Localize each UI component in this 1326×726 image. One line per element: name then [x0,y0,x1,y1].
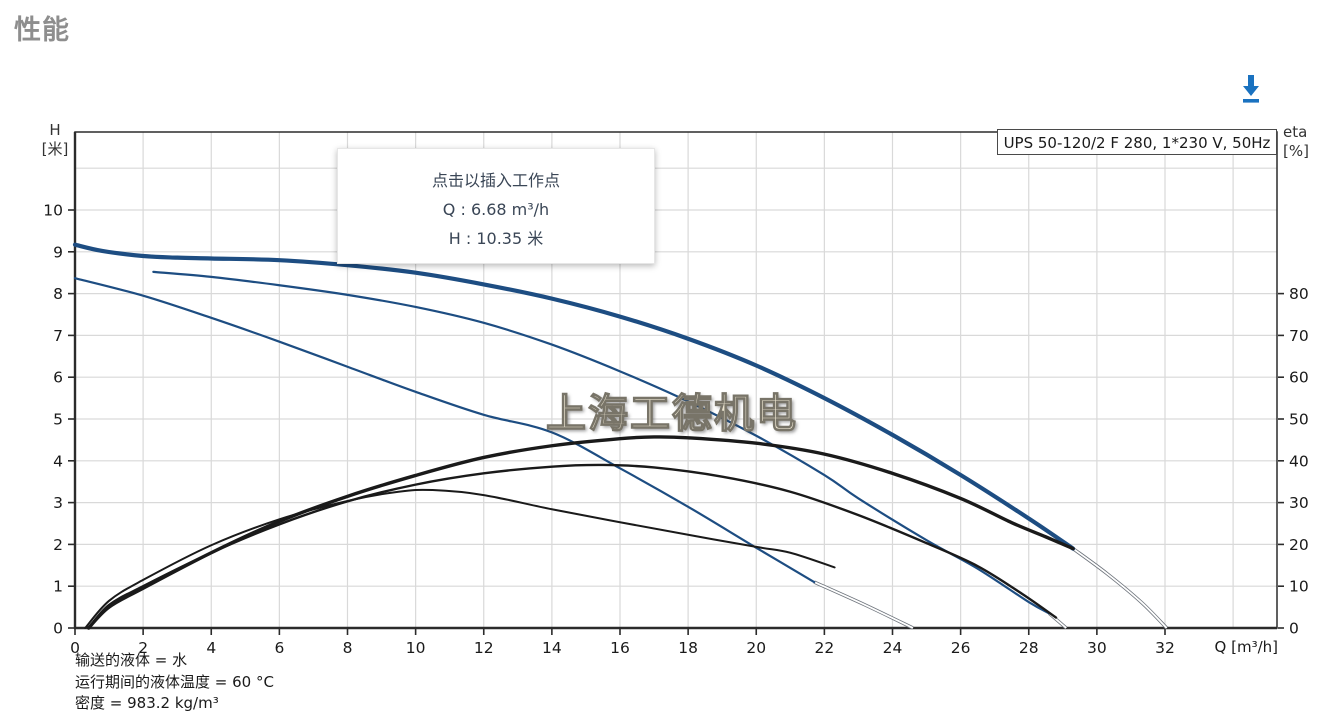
y-left-tick-label: 5 [53,411,63,429]
speed1-head-curve [73,277,816,584]
y-left-tick-label: 2 [53,536,63,554]
y-left-tick-label: 3 [53,494,63,512]
x-axis-tick-label: 30 [1087,639,1107,657]
y-right-tick-label: 30 [1289,494,1309,512]
y-right-tick-label: 10 [1289,578,1309,596]
y-left-axis-unit: H [米] [34,121,76,159]
y-right-tick-label: 80 [1289,285,1309,303]
x-axis-tick-label: 4 [206,639,216,657]
speed3-head-curve [72,242,1076,551]
tooltip-hint-text: 点击以插入工作点 [431,171,560,190]
x-axis-tick-label: 22 [815,639,835,657]
y-right-axis-unit-line2: [%] [1283,142,1309,160]
download-icon [1243,75,1259,103]
y-right-tick-label: 70 [1289,327,1309,345]
speed3-head-extension-inner [1072,547,1168,629]
x-axis-tick-label: 26 [951,639,971,657]
x-axis-tick-label: 0 [70,639,80,657]
download-button[interactable] [1238,72,1264,108]
operating-conditions: 输送的液体 = 水 运行期间的液体温度 = 60 °C 密度 = 983.2 k… [75,650,274,715]
y-left-tick-label: 10 [43,202,63,220]
x-axis-tick-label: 8 [343,639,353,657]
y-left-tick-label: 4 [53,452,63,470]
y-right-tick-label: 60 [1289,369,1309,387]
tooltip-h-value: H : 10.35 米 [448,229,544,248]
footnote-temperature: 运行期间的液体温度 = 60 °C [75,672,274,691]
y-right-tick-label: 0 [1289,620,1299,638]
y-left-tick-label: 7 [53,327,63,345]
y-left-tick-label: 0 [53,620,63,638]
x-axis-tick-label: 6 [274,639,284,657]
y-left-tick-label: 1 [53,578,63,596]
y-right-tick-label: 50 [1289,411,1309,429]
pump-model-label: UPS 50-120/2 F 280, 1*230 V, 50Hz [997,129,1277,155]
y-left-axis-unit-line2: [米] [41,140,69,158]
x-axis-tick-label: 28 [1019,639,1039,657]
x-axis-tick-label: 18 [678,639,698,657]
speed2-eta-curve [87,463,1058,630]
y-right-tick-label: 40 [1289,452,1309,470]
y-right-tick-label: 20 [1289,536,1309,554]
speed1-eta-curve [84,488,836,629]
footnote-liquid: 输送的液体 = 水 [75,651,188,669]
x-axis-tick-label: 12 [474,639,494,657]
y-left-tick-label: 9 [53,243,63,261]
working-point-tooltip: 点击以插入工作点 Q : 6.68 m³/h H : 10.35 米 [337,148,655,264]
y-right-axis-unit-line1: eta [1283,123,1308,141]
page-title: 性能 [14,15,70,46]
y-right-axis-unit: eta [%] [1283,123,1325,161]
y-left-axis-unit-line1: H [49,121,61,139]
x-axis-tick-label: 20 [746,639,766,657]
y-left-tick-label: 8 [53,285,63,303]
speed1-head-extension-inner [813,581,914,629]
x-axis-unit: Q [m³/h] [1214,638,1278,656]
x-axis-tick-label: 32 [1155,639,1175,657]
speed2-head-curve [152,270,1051,615]
x-axis-tick-label: 16 [610,639,630,657]
speed3-head-extension [1072,547,1168,630]
x-axis-tick-label: 14 [542,639,562,657]
tooltip-q-value: Q : 6.68 m³/h [442,200,550,219]
x-axis-tick-label: 10 [406,639,426,657]
x-axis-tick-label: 24 [883,639,903,657]
x-axis-tick-label: 2 [138,639,148,657]
footnote-density: 密度 = 983.2 kg/m³ [75,694,219,712]
y-left-tick-label: 6 [53,369,63,387]
